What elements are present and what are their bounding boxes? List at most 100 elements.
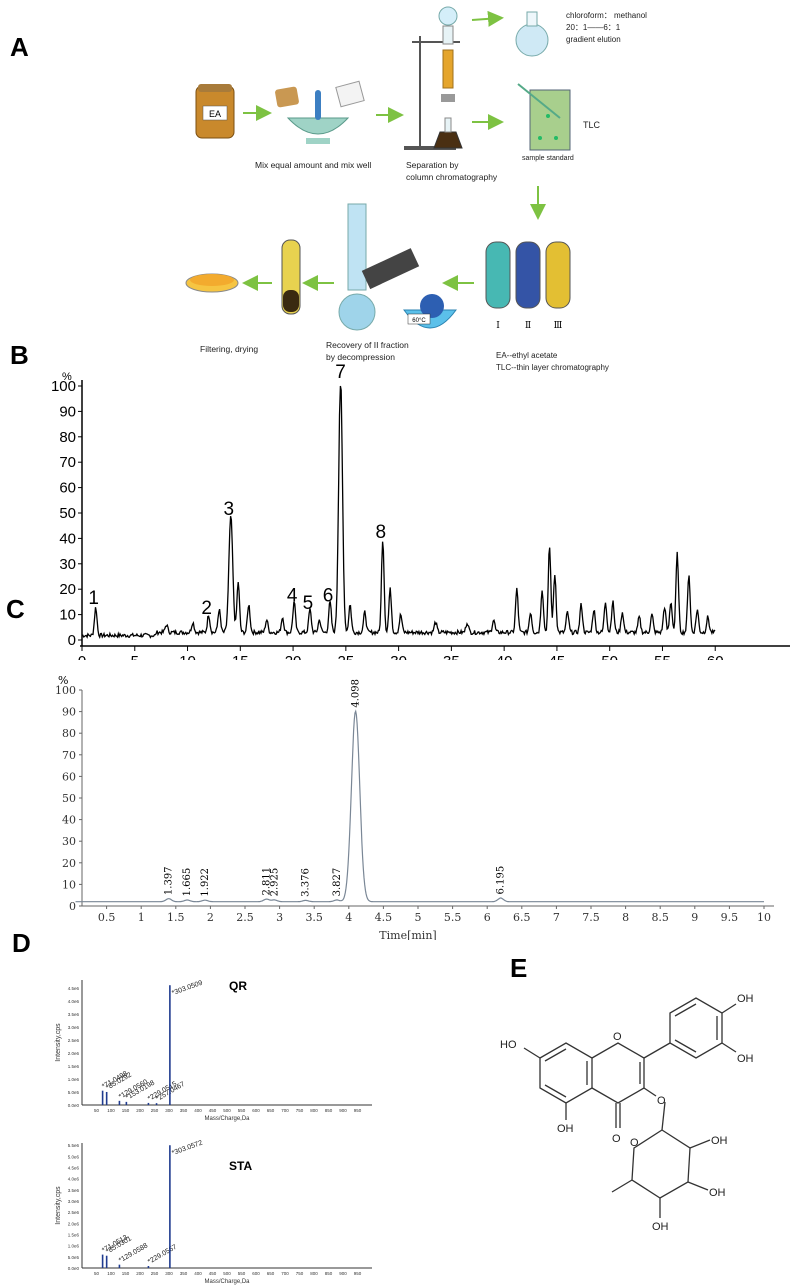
mix-caption: Mix equal amount and mix well xyxy=(255,160,371,170)
d1-x-tick-label: 100 xyxy=(107,1108,115,1113)
b-x-tick-label: 35 xyxy=(443,653,460,660)
d2-y-tick-label: 2.0e6 xyxy=(68,1221,80,1226)
c-x-tick-label: 5 xyxy=(415,911,422,924)
atom-o-carbonyl: O xyxy=(612,1133,621,1145)
b-y-tick-label: 20 xyxy=(59,581,76,598)
d1-x-tick-label: 500 xyxy=(223,1108,231,1113)
tube-label-2: Ⅱ xyxy=(525,321,531,331)
panel-label-a: A xyxy=(10,32,29,62)
d1-x-tick-label: 800 xyxy=(310,1108,318,1113)
b-peak-label-7: 7 xyxy=(335,362,346,383)
d1-x-tick-label: 650 xyxy=(267,1108,275,1113)
c-x-tick-label: 6 xyxy=(484,911,491,924)
d2-y-tick-label: 4.5e6 xyxy=(68,1166,80,1171)
d1-y-tick-label: 3.0e6 xyxy=(68,1025,80,1030)
b-x-tick-label: 55 xyxy=(654,653,671,660)
d2-x-tick-label: 650 xyxy=(267,1271,275,1276)
d2-y-tick-label: 5.5e6 xyxy=(68,1143,80,1148)
arrow-3 xyxy=(471,10,504,27)
c-peak-label: 3.827 xyxy=(332,868,343,897)
atom-o-ring: O xyxy=(613,1031,622,1043)
round-flask-icon xyxy=(515,11,549,57)
d1-y-tick-label: 1.0e6 xyxy=(68,1077,80,1082)
d2-x-tick-label: 500 xyxy=(223,1271,231,1276)
c-y-tick-label: 80 xyxy=(62,727,76,740)
d2-x-tick-label: 400 xyxy=(194,1271,202,1276)
d1-x-tick-label: 350 xyxy=(180,1108,188,1113)
d2-x-tick-label: 100 xyxy=(107,1271,115,1276)
b-peak-label-3: 3 xyxy=(224,499,235,520)
c-x-tick-label: 8.5 xyxy=(651,911,669,924)
c-x-tick-label: 7 xyxy=(553,911,560,924)
c-y-tick-label: 40 xyxy=(62,814,76,827)
b-x-tick-label: 10 xyxy=(179,653,196,660)
b-y-tick-label: 60 xyxy=(59,480,76,497)
abbreviation-ea: EA--ethyl acetate xyxy=(496,351,558,360)
tube-label-3: Ⅲ xyxy=(554,321,563,331)
d1-x-tick-label: 750 xyxy=(296,1108,304,1113)
c-x-tick-label: 6.5 xyxy=(513,911,531,924)
b-y-tick-label: 90 xyxy=(59,403,76,420)
atom-oh-2: OH xyxy=(737,1053,754,1065)
panel-label-e: E xyxy=(510,953,528,983)
atom-oh-5: OH xyxy=(709,1187,726,1199)
hplc-chromatogram-c: % 0 10 20 30 40 50 60 70 80 90 100 0.5 1 1.5 2 2.5 3 3.5 4 4… xyxy=(55,674,774,940)
b-y-tick-label: 40 xyxy=(59,530,76,547)
c-y-tick-label: 50 xyxy=(62,792,76,805)
c-x-tick-label: 9 xyxy=(691,911,698,924)
d2-x-tick-label: 200 xyxy=(136,1271,144,1276)
petri-dish-icon xyxy=(185,273,239,293)
d2-y-axis-title: Intensity,cps xyxy=(55,1186,62,1225)
c-y-tick-label: 30 xyxy=(62,835,76,848)
c-y-tick-label: 70 xyxy=(62,749,76,762)
panel-label-b: B xyxy=(10,340,29,370)
b-peak-label-2: 2 xyxy=(201,598,212,619)
c-x-tick-label: 9.5 xyxy=(721,911,739,924)
c-x-tick-label: 8 xyxy=(622,911,629,924)
b-y-tick-label: 100 xyxy=(51,378,76,395)
c-peak-label: 1.397 xyxy=(164,866,175,895)
b-y-tick-label: 70 xyxy=(59,454,76,471)
evaporator-display: 60°C xyxy=(412,318,426,324)
atom-ho: HO xyxy=(500,1039,517,1051)
d1-y-tick-label: 0.0e0 xyxy=(68,1103,80,1108)
c-y-unit: % xyxy=(58,674,68,687)
d1-x-tick-label: 600 xyxy=(252,1108,260,1113)
separation-caption-1: Separation by xyxy=(406,160,459,170)
b-x-tick-label: 60 xyxy=(707,653,724,660)
b-x-tick-label: 40 xyxy=(496,653,513,660)
d2-y-tick-label: 5.0e5 xyxy=(68,1255,80,1260)
tube-label-1: Ⅰ xyxy=(496,321,500,331)
c-peak-label: 1.922 xyxy=(200,868,211,897)
d1-x-tick-label: 150 xyxy=(122,1108,130,1113)
b-peak-label-4: 4 xyxy=(287,586,298,607)
d2-x-tick-label: 800 xyxy=(310,1271,318,1276)
c-x-tick-label: 2 xyxy=(207,911,214,924)
b-peak-label-5: 5 xyxy=(303,593,314,614)
atom-oh-4: OH xyxy=(711,1135,728,1147)
b-x-tick-label: 0 xyxy=(78,653,86,660)
recovery-caption-2: by decompression xyxy=(326,352,395,362)
b-y-unit: % xyxy=(62,371,72,383)
b-peak-label-8: 8 xyxy=(375,522,386,543)
b-x-tick-label: 50 xyxy=(601,653,618,660)
d1-x-tick-label: 450 xyxy=(209,1108,217,1113)
d2-y-tick-label: 1.5e6 xyxy=(68,1233,80,1238)
d2-title: STA xyxy=(229,1159,252,1173)
d2-y-tick-label: 4.0e6 xyxy=(68,1177,80,1182)
d1-y-tick-label: 1.5e6 xyxy=(68,1064,80,1069)
d1-y-axis-title: Intensity,cps xyxy=(55,1023,62,1062)
b-peak-label-6: 6 xyxy=(323,586,334,607)
d2-x-tick-label: 600 xyxy=(252,1271,260,1276)
atom-oh-3: OH xyxy=(557,1123,574,1135)
c-x-tick-label: 4 xyxy=(345,911,352,924)
c-y-tick-label: 20 xyxy=(62,857,76,870)
b-x-tick-label: 45 xyxy=(549,653,566,660)
d1-x-axis-title: Mass/Charge,Da xyxy=(204,1116,250,1122)
b-x-tick-label: 25 xyxy=(338,653,355,660)
abbreviation-tlc: TLC--thin layer chromatography xyxy=(496,363,609,372)
d1-x-tick-label: 900 xyxy=(339,1108,347,1113)
d1-x-tick-label: 700 xyxy=(281,1108,289,1113)
